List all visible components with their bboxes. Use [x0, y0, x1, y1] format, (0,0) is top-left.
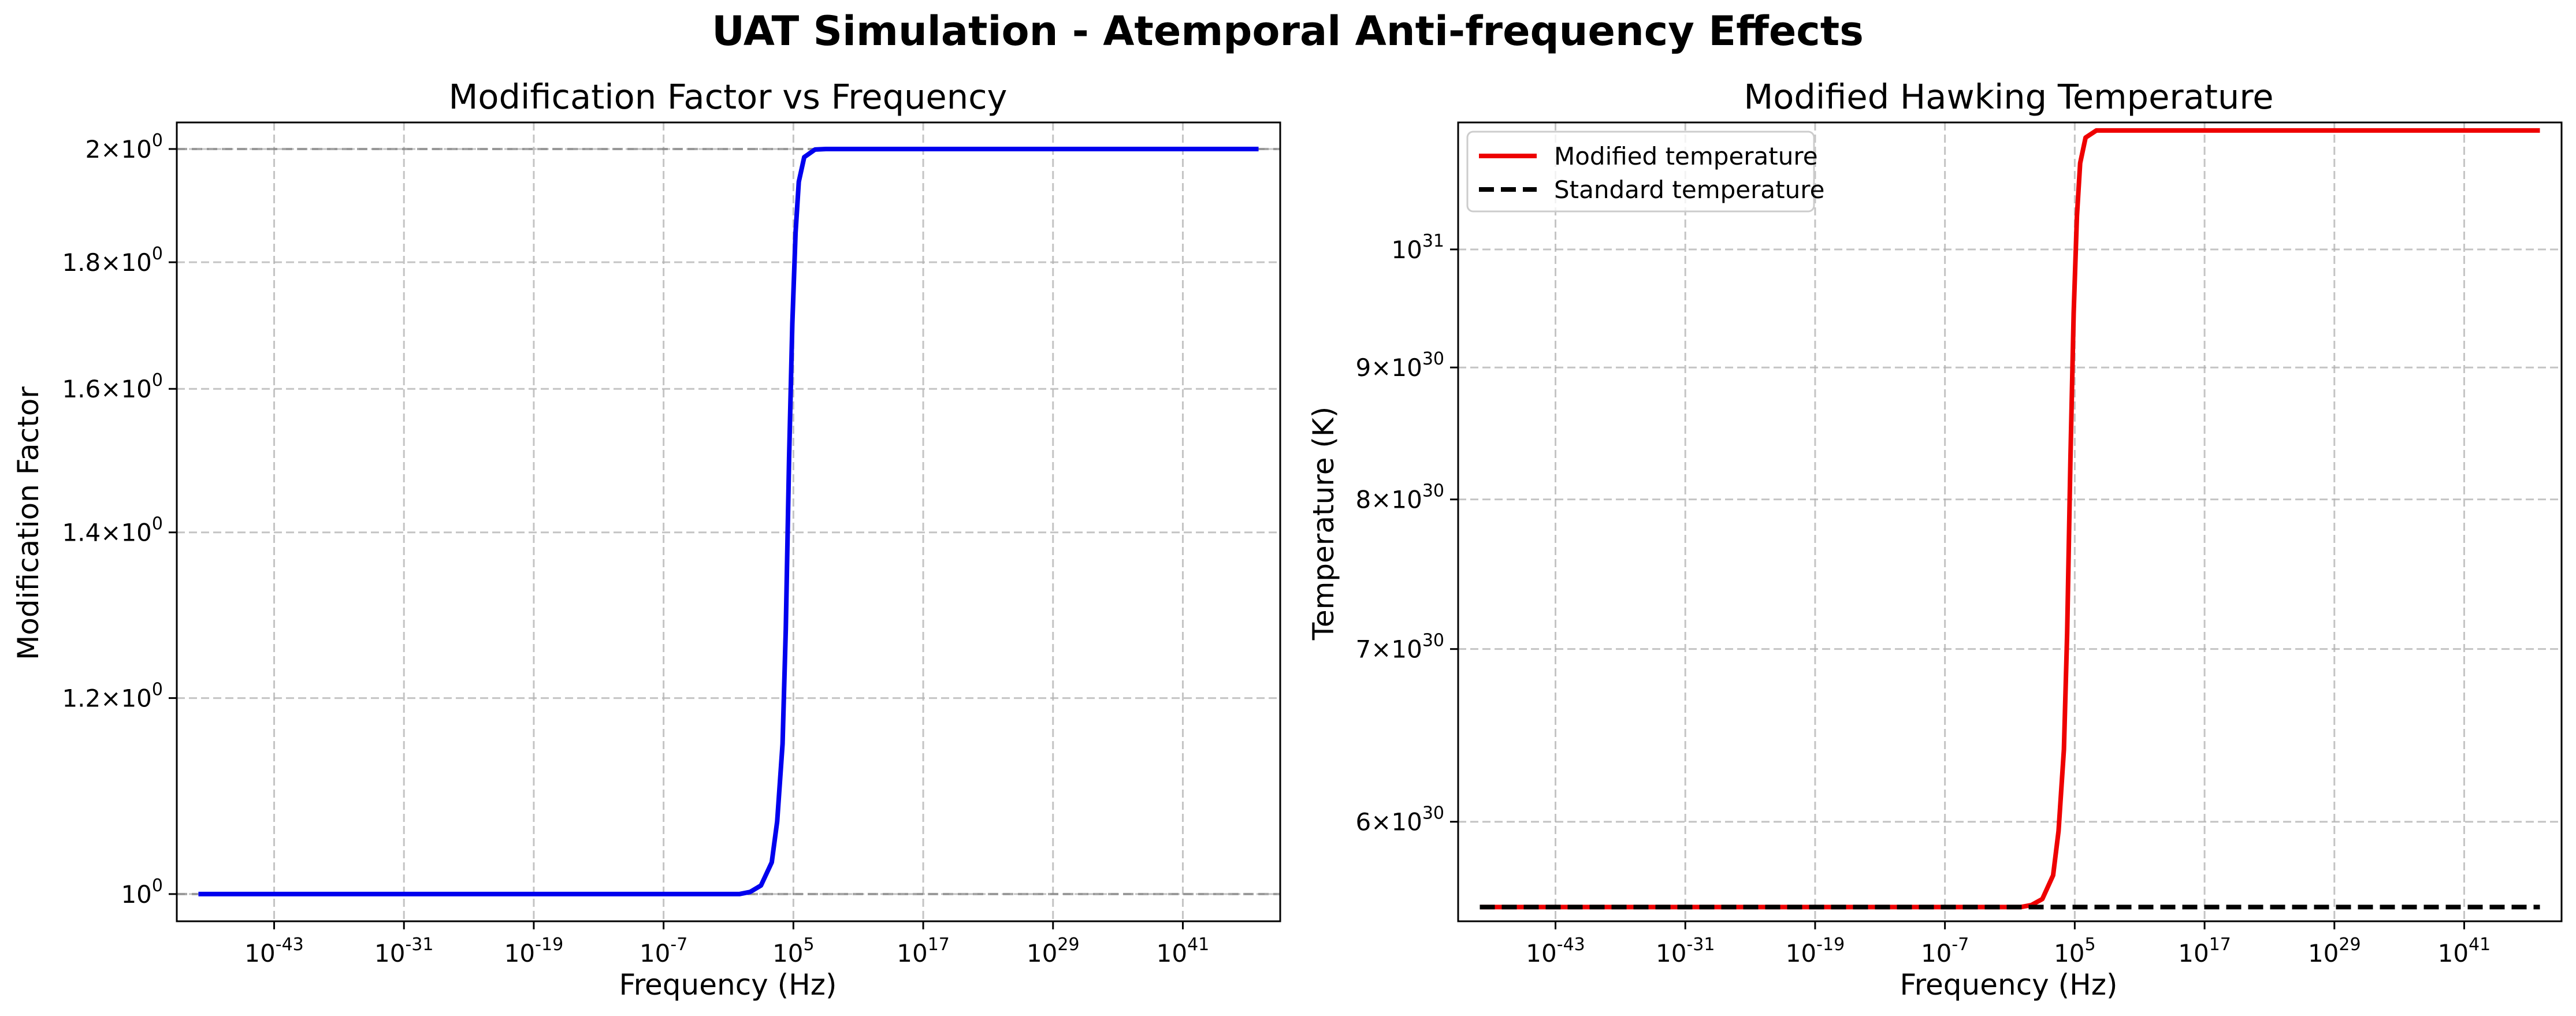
- x-tick-label: 1041: [2438, 935, 2491, 967]
- chart-title: Modified Hawking Temperature: [1744, 77, 2273, 117]
- grid-lines: [1458, 122, 2562, 921]
- series-line: [1480, 128, 2540, 910]
- legend-box: [1466, 131, 1815, 213]
- y-axis-label: Modification Factor: [12, 386, 45, 660]
- modification-factor-chart: Modification Factor vs Frequency Frequen…: [12, 77, 1281, 1002]
- grid-lines: [177, 122, 1280, 921]
- y-tick-label: 7×1030: [1355, 631, 1444, 664]
- x-tick-label: 1029: [2308, 935, 2361, 967]
- y-axis-label: Temperature (K): [1307, 407, 1340, 641]
- x-tick-label: 10-7: [1921, 935, 1969, 967]
- x-tick-label: 1017: [2178, 935, 2231, 967]
- y-tick-label: 8×1030: [1355, 481, 1444, 514]
- x-tick-label: 1041: [1157, 935, 1210, 967]
- x-tick-label: 10-19: [1786, 935, 1845, 967]
- legend: Modified temperature Standard temperature: [1466, 131, 1824, 213]
- y-tick-label: 6×1030: [1355, 803, 1444, 836]
- legend-label: Standard temperature: [1554, 176, 1824, 204]
- legend-label: Modified temperature: [1554, 142, 1818, 170]
- x-axis-label: Frequency (Hz): [1900, 968, 2117, 1002]
- y-tick-label: 9×1030: [1355, 349, 1444, 382]
- x-tick-label: 10-19: [504, 935, 563, 967]
- y-tick-label: 2×100: [86, 131, 163, 163]
- x-tick-label: 10-43: [1526, 935, 1585, 967]
- figure-title: UAT Simulation - Atemporal Anti-frequenc…: [712, 8, 1864, 55]
- x-tick-label: 1017: [897, 935, 950, 967]
- y-tick-label: 1031: [1391, 231, 1444, 264]
- x-tick-label: 1029: [1027, 935, 1080, 967]
- hawking-temperature-chart: Modified Hawking Temperature Frequency (…: [1307, 77, 2563, 1002]
- y-tick-label: 100: [121, 876, 163, 909]
- series-line: [198, 147, 1259, 896]
- plot-frame: [176, 121, 1281, 922]
- x-axis-label: Frequency (Hz): [619, 968, 837, 1002]
- x-tick-label: 10-43: [244, 935, 303, 967]
- plot-frame: [1457, 121, 2563, 922]
- y-tick-label: 1.4×100: [62, 514, 163, 547]
- y-tick-label: 1.8×100: [62, 244, 163, 277]
- x-tick-label: 10-31: [374, 935, 433, 967]
- y-tick-label: 1.6×100: [62, 370, 163, 403]
- x-tick-label: 10-7: [640, 935, 687, 967]
- chart-title: Modification Factor vs Frequency: [449, 77, 1008, 117]
- x-tick-label: 105: [772, 935, 815, 967]
- x-tick-label: 105: [2054, 935, 2096, 967]
- x-tick-label: 10-31: [1656, 935, 1715, 967]
- y-tick-label: 1.2×100: [62, 680, 163, 713]
